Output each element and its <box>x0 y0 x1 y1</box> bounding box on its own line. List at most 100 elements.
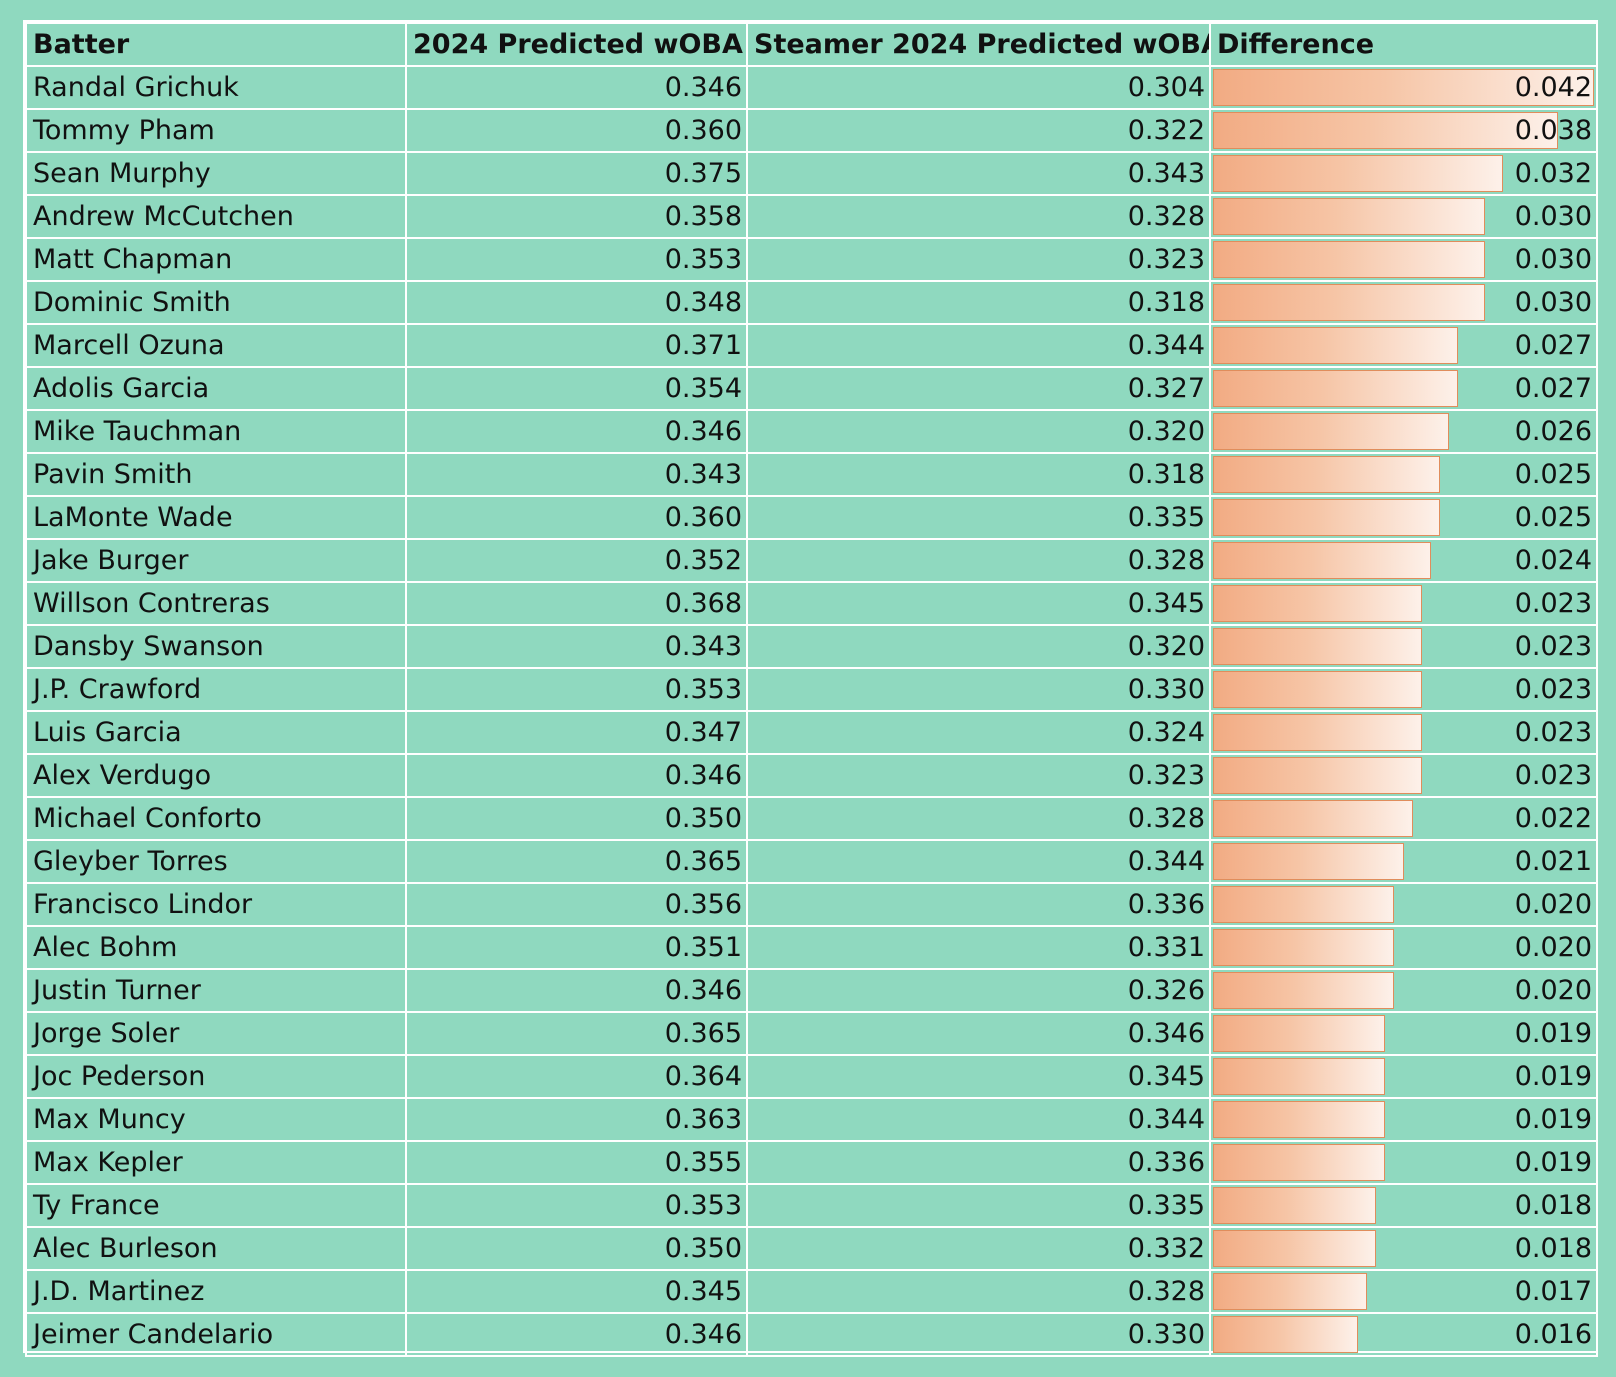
cell-difference[interactable]: 0.023 <box>1209 624 1598 669</box>
cell-predicted-woba[interactable]: 0.364 <box>405 1054 748 1099</box>
cell-predicted-woba[interactable]: 0.343 <box>405 624 748 669</box>
cell-steamer-woba[interactable]: 0.330 <box>746 1312 1211 1357</box>
cell-predicted-woba[interactable]: 0.355 <box>405 1140 748 1185</box>
cell-predicted-woba[interactable]: 0.346 <box>405 409 748 454</box>
cell-predicted-woba[interactable]: 0.346 <box>405 753 748 798</box>
cell-batter[interactable]: J.P. Crawford <box>25 667 407 712</box>
cell-batter[interactable]: Joc Pederson <box>25 1054 407 1099</box>
cell-steamer-woba[interactable]: 0.336 <box>746 1140 1211 1185</box>
cell-steamer-woba[interactable]: 0.344 <box>746 839 1211 884</box>
cell-batter[interactable]: Marcell Ozuna <box>25 323 407 368</box>
cell-batter[interactable]: Francisco Lindor <box>25 882 407 927</box>
cell-steamer-woba[interactable]: 0.328 <box>746 796 1211 841</box>
cell-predicted-woba[interactable]: 0.350 <box>405 796 748 841</box>
cell-steamer-woba[interactable]: 0.335 <box>746 495 1211 540</box>
cell-steamer-woba[interactable]: 0.326 <box>746 968 1211 1013</box>
cell-difference[interactable]: 0.018 <box>1209 1226 1598 1271</box>
cell-steamer-woba[interactable]: 0.318 <box>746 452 1211 497</box>
cell-batter[interactable]: Alex Verdugo <box>25 753 407 798</box>
cell-steamer-woba[interactable]: 0.324 <box>746 710 1211 755</box>
cell-batter[interactable]: Justin Turner <box>25 968 407 1013</box>
cell-difference[interactable]: 0.027 <box>1209 366 1598 411</box>
cell-predicted-woba[interactable]: 0.375 <box>405 151 748 196</box>
cell-batter[interactable]: LaMonte Wade <box>25 495 407 540</box>
cell-predicted-woba[interactable]: 0.368 <box>405 581 748 626</box>
cell-difference[interactable]: 0.019 <box>1209 1140 1598 1185</box>
cell-predicted-woba[interactable]: 0.360 <box>405 108 748 153</box>
cell-predicted-woba[interactable]: 0.345 <box>405 1269 748 1314</box>
cell-difference[interactable]: 0.017 <box>1209 1269 1598 1314</box>
cell-steamer-woba[interactable]: 0.320 <box>746 624 1211 669</box>
cell-predicted-woba[interactable]: 0.347 <box>405 710 748 755</box>
cell-difference[interactable]: 0.038 <box>1209 108 1598 153</box>
cell-predicted-woba[interactable]: 0.360 <box>405 495 748 540</box>
cell-batter[interactable]: Gleyber Torres <box>25 839 407 884</box>
cell-difference[interactable]: 0.030 <box>1209 194 1598 239</box>
cell-batter[interactable]: Mike Tauchman <box>25 409 407 454</box>
cell-predicted-woba[interactable]: 0.371 <box>405 323 748 368</box>
cell-steamer-woba[interactable]: 0.332 <box>746 1226 1211 1271</box>
cell-predicted-woba[interactable]: 0.365 <box>405 839 748 884</box>
cell-batter[interactable]: Alec Burleson <box>25 1226 407 1271</box>
cell-predicted-woba[interactable]: 0.353 <box>405 237 748 282</box>
cell-batter[interactable]: Willson Contreras <box>25 581 407 626</box>
cell-predicted-woba[interactable]: 0.346 <box>405 968 748 1013</box>
cell-difference[interactable]: 0.024 <box>1209 538 1598 583</box>
cell-steamer-woba[interactable]: 0.328 <box>746 1269 1211 1314</box>
cell-batter[interactable]: Jake Burger <box>25 538 407 583</box>
cell-batter[interactable]: Pavin Smith <box>25 452 407 497</box>
cell-predicted-woba[interactable]: 0.363 <box>405 1097 748 1142</box>
cell-steamer-woba[interactable]: 0.328 <box>746 194 1211 239</box>
cell-steamer-woba[interactable]: 0.323 <box>746 237 1211 282</box>
cell-predicted-woba[interactable]: 0.353 <box>405 667 748 712</box>
cell-batter[interactable]: Andrew McCutchen <box>25 194 407 239</box>
cell-batter[interactable]: Luis Garcia <box>25 710 407 755</box>
cell-difference[interactable]: 0.018 <box>1209 1183 1598 1228</box>
column-header-steamer-woba[interactable]: Steamer 2024 Predicted wOBA <box>746 22 1211 67</box>
cell-steamer-woba[interactable]: 0.328 <box>746 538 1211 583</box>
cell-difference[interactable]: 0.020 <box>1209 882 1598 927</box>
cell-batter[interactable]: J.D. Martinez <box>25 1269 407 1314</box>
cell-steamer-woba[interactable]: 0.336 <box>746 882 1211 927</box>
cell-steamer-woba[interactable]: 0.344 <box>746 323 1211 368</box>
cell-difference[interactable]: 0.025 <box>1209 452 1598 497</box>
cell-steamer-woba[interactable]: 0.344 <box>746 1097 1211 1142</box>
cell-batter[interactable]: Adolis Garcia <box>25 366 407 411</box>
cell-predicted-woba[interactable]: 0.350 <box>405 1226 748 1271</box>
cell-batter[interactable]: Max Kepler <box>25 1140 407 1185</box>
cell-predicted-woba[interactable]: 0.356 <box>405 882 748 927</box>
cell-predicted-woba[interactable]: 0.346 <box>405 65 748 110</box>
cell-batter[interactable]: Jeimer Candelario <box>25 1312 407 1357</box>
cell-difference[interactable]: 0.023 <box>1209 753 1598 798</box>
column-header-predicted-woba[interactable]: 2024 Predicted wOBA <box>405 22 748 67</box>
cell-difference[interactable]: 0.019 <box>1209 1054 1598 1099</box>
cell-predicted-woba[interactable]: 0.348 <box>405 280 748 325</box>
cell-batter[interactable]: Sean Murphy <box>25 151 407 196</box>
cell-steamer-woba[interactable]: 0.320 <box>746 409 1211 454</box>
cell-predicted-woba[interactable]: 0.351 <box>405 925 748 970</box>
cell-batter[interactable]: Tommy Pham <box>25 108 407 153</box>
cell-batter[interactable]: Alec Bohm <box>25 925 407 970</box>
cell-difference[interactable]: 0.022 <box>1209 796 1598 841</box>
cell-difference[interactable]: 0.021 <box>1209 839 1598 884</box>
cell-difference[interactable]: 0.023 <box>1209 581 1598 626</box>
cell-difference[interactable]: 0.023 <box>1209 667 1598 712</box>
cell-batter[interactable]: Max Muncy <box>25 1097 407 1142</box>
cell-predicted-woba[interactable]: 0.365 <box>405 1011 748 1056</box>
cell-difference[interactable]: 0.020 <box>1209 925 1598 970</box>
cell-predicted-woba[interactable]: 0.354 <box>405 366 748 411</box>
cell-steamer-woba[interactable]: 0.331 <box>746 925 1211 970</box>
cell-steamer-woba[interactable]: 0.345 <box>746 1054 1211 1099</box>
cell-steamer-woba[interactable]: 0.327 <box>746 366 1211 411</box>
cell-batter[interactable]: Dominic Smith <box>25 280 407 325</box>
cell-predicted-woba[interactable]: 0.358 <box>405 194 748 239</box>
cell-difference[interactable]: 0.026 <box>1209 409 1598 454</box>
cell-difference[interactable]: 0.027 <box>1209 323 1598 368</box>
cell-predicted-woba[interactable]: 0.343 <box>405 452 748 497</box>
cell-difference[interactable]: 0.030 <box>1209 280 1598 325</box>
column-header-batter[interactable]: Batter <box>25 22 407 67</box>
cell-batter[interactable]: Randal Grichuk <box>25 65 407 110</box>
cell-difference[interactable]: 0.042 <box>1209 65 1598 110</box>
cell-batter[interactable]: Dansby Swanson <box>25 624 407 669</box>
cell-batter[interactable]: Jorge Soler <box>25 1011 407 1056</box>
